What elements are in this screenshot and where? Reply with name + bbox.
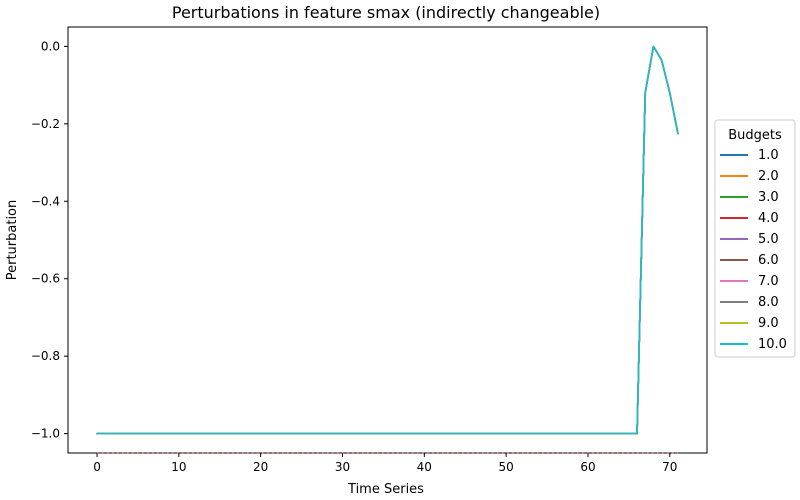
series-lines	[96, 45, 679, 435]
legend-label: 9.0	[758, 316, 779, 331]
chart-title: Perturbations in feature smax (indirectl…	[172, 3, 600, 22]
x-tick-label: 70	[662, 460, 677, 474]
legend-label: 2.0	[758, 169, 779, 184]
legend-label: 4.0	[758, 211, 779, 226]
legend-items: 1.0 2.0 3.0 4.0 5.0 6.0 7.0 8.0 9.0 10.0	[720, 148, 787, 352]
y-tick-label: −0.6	[31, 272, 60, 286]
y-tick-label: −0.8	[31, 349, 60, 363]
x-axis-ticks: 0 10 20 30 40 50 60 70	[93, 453, 677, 474]
y-tick-label: −1.0	[31, 427, 60, 441]
y-axis-ticks: 0.0 −0.2 −0.4 −0.6 −0.8 −1.0	[31, 39, 68, 441]
y-tick-label: 0.0	[41, 39, 60, 53]
x-tick-label: 20	[253, 460, 268, 474]
y-axis-label: Perturbation	[5, 200, 20, 281]
legend-label: 6.0	[758, 253, 779, 268]
legend-label: 7.0	[758, 274, 779, 289]
legend-title: Budgets	[728, 128, 782, 143]
x-axis-label: Time Series	[347, 482, 424, 497]
legend-label: 8.0	[758, 295, 779, 310]
x-tick-label: 30	[335, 460, 350, 474]
legend-box	[714, 119, 796, 358]
x-tick-label: 40	[417, 460, 432, 474]
legend-label: 3.0	[758, 190, 779, 205]
legend-label: 5.0	[758, 232, 779, 247]
series-line-10-0	[96, 45, 679, 435]
legend-label: 1.0	[758, 148, 779, 163]
y-tick-label: −0.2	[31, 117, 60, 131]
y-tick-label: −0.4	[31, 194, 60, 208]
x-tick-label: 60	[580, 460, 595, 474]
plot-area: 0 10 20 30 40 50 60 70 0.0 −0.2 −0.4 −0.6 −0.8 −1.0	[31, 26, 708, 474]
x-tick-label: 50	[498, 460, 513, 474]
x-tick-label: 0	[93, 460, 101, 474]
legend-label: 10.0	[758, 337, 787, 352]
x-tick-label: 10	[171, 460, 186, 474]
legend: Budgets 1.0 2.0 3.0 4.0 5.0 6.0 7.0 8.0 9.0 10.0	[714, 119, 796, 358]
